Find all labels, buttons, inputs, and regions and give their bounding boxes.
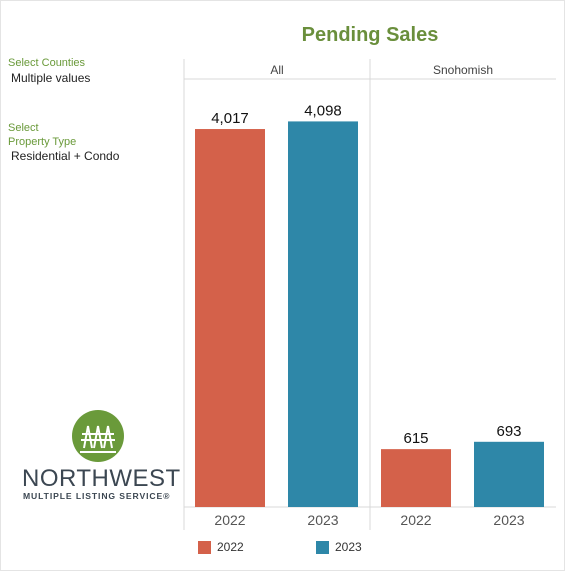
select-counties-label: Select Counties: [8, 57, 86, 69]
legend-swatch-2022: [198, 540, 211, 554]
bar-all-2023: [288, 121, 358, 507]
legend-label-2023: 2023: [335, 540, 362, 554]
legend-label-2022: 2022: [217, 540, 244, 554]
panel-header-all: All: [270, 63, 283, 77]
counties-filter-value[interactable]: Multiple values: [11, 71, 91, 85]
bar-snohomish-2022: [381, 449, 451, 507]
bar-all-2022: [195, 129, 265, 508]
legend-item-2022[interactable]: 2022: [198, 540, 244, 554]
panel-header-snohomish: Snohomish: [433, 63, 493, 77]
logo-subtitle: MULTIPLE LISTING SERVICE®: [23, 491, 171, 501]
tick-label-all-2023: 2023: [307, 512, 338, 528]
select-property-label-line2: Property Type: [8, 136, 77, 148]
property-type-filter-value[interactable]: Residential + Condo: [11, 149, 120, 163]
data-label-all-2022: 4,017: [211, 110, 249, 127]
chart-title: Pending Sales: [301, 24, 439, 46]
data-label-snohomish-2023: 693: [496, 423, 521, 440]
legend-item-2023[interactable]: 2023: [316, 540, 362, 554]
tick-label-snohomish-2023: 2023: [493, 512, 524, 528]
legend-swatch-2023: [316, 540, 329, 554]
select-property-label-line1: Select: [8, 122, 39, 134]
tick-label-all-2022: 2022: [214, 512, 245, 528]
nwmls-logo-icon: [72, 410, 124, 462]
tick-label-snohomish-2022: 2022: [400, 512, 431, 528]
data-label-snohomish-2022: 615: [403, 430, 428, 447]
logo-wordmark: NORTHWEST: [22, 465, 181, 492]
bar-snohomish-2023: [474, 441, 544, 507]
data-label-all-2023: 4,098: [304, 102, 342, 119]
